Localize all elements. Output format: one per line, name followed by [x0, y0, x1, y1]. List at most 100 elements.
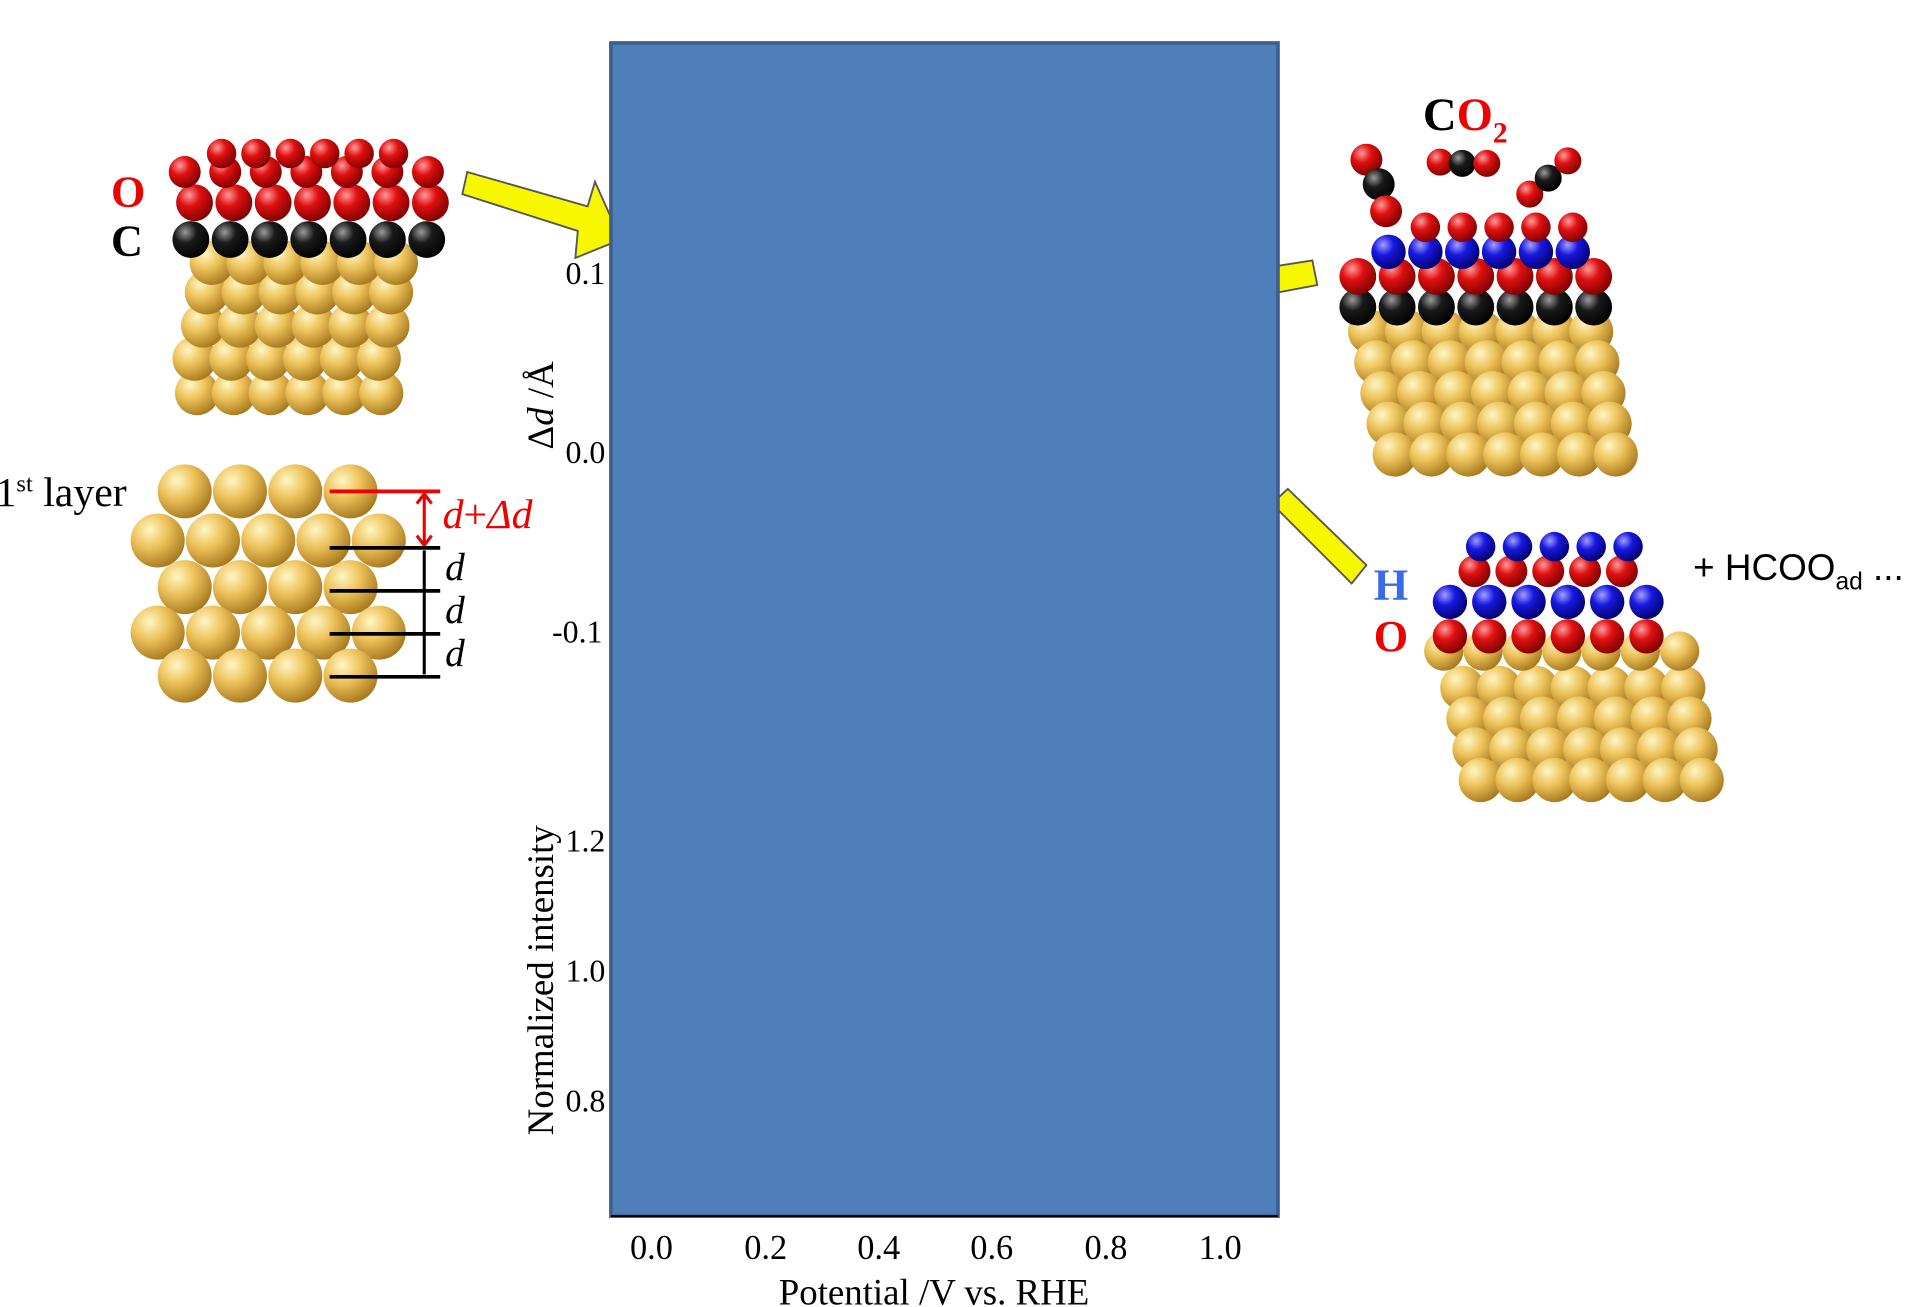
atom-label: H — [1374, 560, 1408, 609]
atom — [213, 560, 267, 614]
page: {"left": {"oxygen": "O", "carbon": "C", … — [0, 0, 1927, 1307]
formate: + HCOO — [1693, 547, 1835, 588]
atom — [186, 513, 240, 567]
formate-label: + HCOOad ... — [1693, 547, 1904, 596]
atom — [158, 464, 212, 518]
delta: Δ — [520, 426, 561, 450]
atom — [1551, 619, 1585, 653]
atom — [276, 139, 305, 168]
x-tick-label: 0.8 — [1085, 1229, 1128, 1267]
oxygen: O — [1457, 89, 1493, 141]
atom — [373, 184, 410, 221]
y-tick-label: 0.0 — [566, 435, 606, 470]
layer-suffix: st — [16, 470, 33, 497]
atom — [1558, 213, 1587, 242]
atom — [213, 464, 267, 518]
atom — [251, 221, 288, 258]
y-axis-label: Normalized intensity — [520, 825, 561, 1136]
atom — [1551, 585, 1585, 619]
y-tick-label: 0.1 — [566, 256, 606, 291]
atom — [1433, 619, 1467, 653]
atom — [241, 139, 270, 168]
layer-word: layer — [33, 470, 127, 516]
atom — [1411, 213, 1440, 242]
arrow — [1272, 489, 1367, 584]
atom — [1433, 585, 1467, 619]
atom — [1472, 585, 1506, 619]
atom — [268, 649, 322, 703]
atom — [255, 184, 292, 221]
x-tick-label: 0.6 — [970, 1229, 1013, 1267]
atom — [330, 221, 367, 258]
atom — [333, 184, 370, 221]
atom — [1466, 532, 1495, 561]
figure: O C 1st layer d+Δd d d d Δd /Å Normalize… — [0, 0, 1927, 1307]
atom — [352, 513, 406, 567]
atom — [176, 184, 213, 221]
y-tick-label: 0.8 — [566, 1084, 606, 1119]
atom — [1590, 585, 1624, 619]
x-tick-label: 0.0 — [630, 1229, 673, 1267]
atom — [1511, 619, 1545, 653]
atom — [1370, 195, 1402, 227]
atom — [207, 139, 236, 168]
x-tick-label: 1.0 — [1199, 1229, 1242, 1267]
subscript: ad — [1835, 569, 1862, 596]
spacing-label: d — [445, 545, 465, 589]
atom — [1339, 258, 1376, 295]
carbon: C — [1423, 89, 1457, 141]
atom — [241, 513, 295, 567]
atom — [1554, 147, 1581, 174]
atom — [268, 560, 322, 614]
x-tick-label: 0.4 — [857, 1229, 900, 1267]
y-tick-label: -0.1 — [552, 614, 603, 649]
atom — [215, 184, 252, 221]
y-axis-label: Δd /Å — [520, 361, 561, 450]
atom — [1660, 631, 1699, 670]
subscript: 2 — [1493, 117, 1508, 149]
atom — [412, 184, 449, 221]
atom — [268, 464, 322, 518]
atom — [412, 156, 444, 188]
atom — [1521, 213, 1550, 242]
atom — [1511, 585, 1545, 619]
arrow — [462, 172, 620, 258]
molecule-label: CO2 — [1423, 89, 1508, 149]
atom — [290, 221, 327, 258]
ellipsis: ... — [1863, 547, 1904, 588]
atom — [158, 649, 212, 703]
d: d — [520, 407, 561, 426]
layer-label: 1st layer — [0, 470, 127, 516]
atom — [1472, 619, 1506, 653]
atom — [324, 560, 378, 614]
atom — [1540, 532, 1569, 561]
atom — [212, 221, 249, 258]
atom — [1594, 432, 1638, 476]
d: d — [443, 492, 464, 538]
atom-label: C — [111, 217, 143, 266]
atom — [1680, 758, 1724, 802]
atom-label: O — [1374, 612, 1408, 661]
atom — [1629, 619, 1663, 653]
atom — [172, 221, 209, 258]
spacing-label: d+Δd — [443, 492, 533, 538]
atom — [1484, 213, 1513, 242]
atom — [1371, 235, 1405, 269]
plus: + — [464, 492, 488, 538]
x-axis-label: Potential /V vs. RHE — [779, 1272, 1089, 1307]
atom — [169, 156, 201, 188]
atom — [1363, 168, 1395, 200]
atom — [1576, 532, 1605, 561]
atom — [1447, 213, 1476, 242]
atom — [296, 513, 350, 567]
atom — [158, 560, 212, 614]
atom — [1473, 150, 1500, 177]
atom — [408, 221, 445, 258]
layer-number: 1 — [0, 470, 16, 516]
spacing-label: d — [445, 631, 465, 675]
y-tick-label: 1.2 — [566, 823, 606, 858]
atom — [294, 184, 331, 221]
spacing-label: d — [445, 588, 465, 632]
atom — [1590, 619, 1624, 653]
x-tick-label: 0.2 — [744, 1229, 787, 1267]
